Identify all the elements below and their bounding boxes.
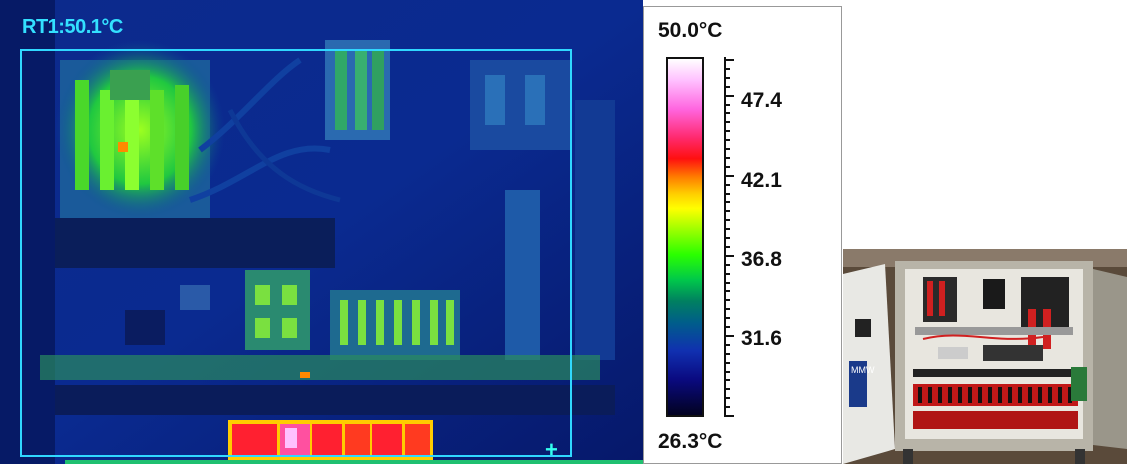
axis-tick [724,174,734,177]
axis-tick [724,219,730,222]
axis-tick [724,76,730,79]
axis-tick [724,334,734,337]
tick-label: 31.6 [741,327,782,350]
axis-tick [724,67,730,70]
thermal-scene [0,0,643,464]
axis-tick [724,103,730,106]
axis-tick [724,379,730,382]
axis-tick [724,94,734,97]
axis-tick [724,112,730,115]
tick-label: 36.8 [741,248,782,271]
axis-tick [724,272,730,275]
axis-tick [724,165,730,168]
scale-min-label: 26.3°C [658,430,723,453]
axis-tick [724,406,730,409]
axis-tick [724,299,730,302]
axis-tick [724,370,730,373]
crosshair-icon: + [545,437,558,462]
axis-tick [724,228,730,231]
axis-tick [724,237,730,239]
axis-tick [724,415,734,417]
axis-tick [724,59,734,61]
axis-tick [724,352,730,355]
tick-label: 47.4 [741,89,782,112]
axis-tick [724,85,730,88]
axis-tick [724,326,730,328]
axis-tick [724,308,730,311]
axis-tick [724,201,730,204]
axis-tick [724,397,730,400]
temperature-scale: 50.0°C 47.4 42.1 36.8 31.6 26.3°C [643,6,842,464]
axis-tick [724,139,730,142]
axis-tick [724,281,730,284]
axis-tick [724,130,730,133]
door-label-text: MMW [851,365,875,375]
axis-tick [724,245,730,248]
thermal-image: RT1:50.1°C + [0,0,643,464]
axis-tick [724,388,730,391]
axis-tick [724,183,730,186]
axis-tick [724,343,730,346]
measurement-region-box [20,49,572,457]
axis-tick [724,192,730,195]
tick-label: 42.1 [741,169,782,192]
panel-photo: MMW [843,249,1127,464]
temperature-readout: RT1:50.1°C [22,16,123,38]
scale-max-label: 50.0°C [658,19,723,42]
axis-tick [724,156,730,159]
axis-tick [724,263,730,266]
axis-tick [724,210,730,213]
axis-tick [724,148,730,150]
color-bar [666,57,704,417]
axis-tick [724,121,730,124]
axis-tick [724,361,730,364]
axis-tick [724,317,730,320]
axis-tick [724,290,730,293]
axis-tick [724,254,734,257]
panel-photo-scene: MMW [843,249,1127,464]
